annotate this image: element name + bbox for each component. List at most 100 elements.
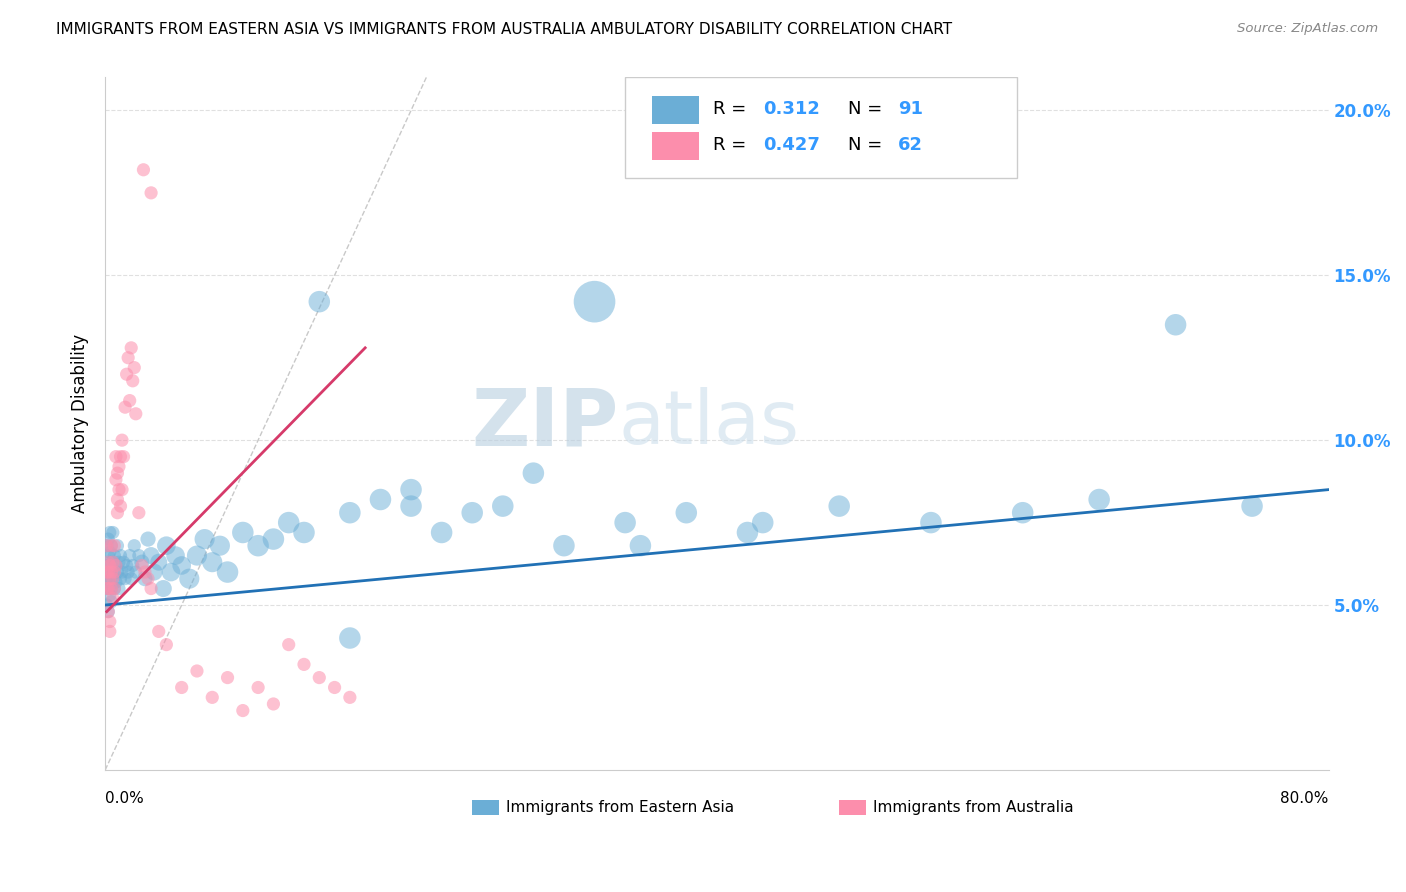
- Text: 0.0%: 0.0%: [105, 790, 143, 805]
- Point: [139, 582, 162, 596]
- Point: [399, 483, 422, 497]
- Point: [97, 582, 120, 596]
- Point: [136, 572, 159, 586]
- Point: [120, 341, 142, 355]
- Point: [110, 572, 132, 586]
- Point: [97, 565, 120, 579]
- Point: [98, 615, 121, 629]
- Point: [96, 598, 118, 612]
- Point: [143, 565, 166, 579]
- Point: [107, 466, 129, 480]
- Point: [98, 588, 121, 602]
- Point: [751, 516, 773, 530]
- Point: [97, 532, 120, 546]
- Point: [103, 565, 125, 579]
- Point: [101, 572, 124, 586]
- Point: [96, 565, 118, 579]
- Point: [308, 671, 330, 685]
- Text: IMMIGRANTS FROM EASTERN ASIA VS IMMIGRANTS FROM AUSTRALIA AMBULATORY DISABILITY : IMMIGRANTS FROM EASTERN ASIA VS IMMIGRAN…: [56, 22, 952, 37]
- Point: [370, 492, 392, 507]
- Point: [97, 555, 120, 569]
- Point: [134, 565, 156, 579]
- Point: [165, 549, 187, 563]
- Point: [121, 558, 143, 573]
- Point: [110, 450, 132, 464]
- Point: [194, 532, 217, 546]
- Point: [112, 450, 135, 464]
- FancyBboxPatch shape: [839, 800, 866, 815]
- Point: [132, 162, 155, 177]
- Point: [492, 499, 515, 513]
- Point: [107, 492, 129, 507]
- Point: [103, 549, 125, 563]
- Point: [292, 657, 315, 672]
- Point: [107, 506, 129, 520]
- Point: [131, 555, 153, 569]
- Point: [97, 605, 120, 619]
- Point: [201, 690, 224, 705]
- Point: [104, 450, 127, 464]
- Point: [118, 549, 141, 563]
- Point: [122, 539, 145, 553]
- Point: [262, 697, 284, 711]
- Text: 0.312: 0.312: [763, 100, 820, 118]
- Point: [115, 558, 138, 573]
- Point: [128, 549, 150, 563]
- Point: [148, 624, 170, 639]
- Point: [152, 582, 174, 596]
- Point: [136, 532, 159, 546]
- Point: [110, 499, 132, 513]
- Point: [117, 565, 139, 579]
- Point: [614, 516, 637, 530]
- Point: [104, 473, 127, 487]
- Point: [1088, 492, 1111, 507]
- Point: [101, 555, 124, 569]
- Point: [97, 605, 120, 619]
- Point: [247, 681, 270, 695]
- Text: 80.0%: 80.0%: [1279, 790, 1329, 805]
- Text: Immigrants from Australia: Immigrants from Australia: [873, 800, 1074, 814]
- Point: [160, 565, 183, 579]
- Point: [262, 532, 284, 546]
- Point: [103, 539, 125, 553]
- Point: [101, 555, 124, 569]
- Point: [96, 558, 118, 573]
- Point: [125, 565, 148, 579]
- Point: [339, 506, 361, 520]
- Point: [101, 591, 124, 606]
- Point: [148, 555, 170, 569]
- Point: [277, 516, 299, 530]
- Point: [98, 572, 121, 586]
- Point: [100, 595, 122, 609]
- Point: [232, 704, 254, 718]
- Point: [170, 681, 193, 695]
- Point: [107, 565, 129, 579]
- Point: [100, 582, 122, 596]
- Point: [115, 368, 138, 382]
- Point: [108, 555, 131, 569]
- Point: [98, 572, 121, 586]
- Point: [277, 638, 299, 652]
- Point: [308, 294, 330, 309]
- Point: [232, 525, 254, 540]
- Point: [118, 393, 141, 408]
- Point: [128, 506, 150, 520]
- Point: [201, 555, 224, 569]
- Point: [114, 400, 136, 414]
- Point: [120, 572, 142, 586]
- Point: [96, 582, 118, 596]
- Point: [139, 549, 162, 563]
- Point: [208, 539, 231, 553]
- Point: [98, 558, 121, 573]
- Point: [98, 565, 121, 579]
- Point: [430, 525, 453, 540]
- Point: [112, 555, 135, 569]
- Point: [103, 582, 125, 596]
- Text: 91: 91: [898, 100, 922, 118]
- Point: [104, 558, 127, 573]
- Point: [108, 582, 131, 596]
- Text: atlas: atlas: [619, 387, 800, 460]
- Point: [170, 558, 193, 573]
- Text: R =: R =: [713, 100, 752, 118]
- Point: [134, 572, 156, 586]
